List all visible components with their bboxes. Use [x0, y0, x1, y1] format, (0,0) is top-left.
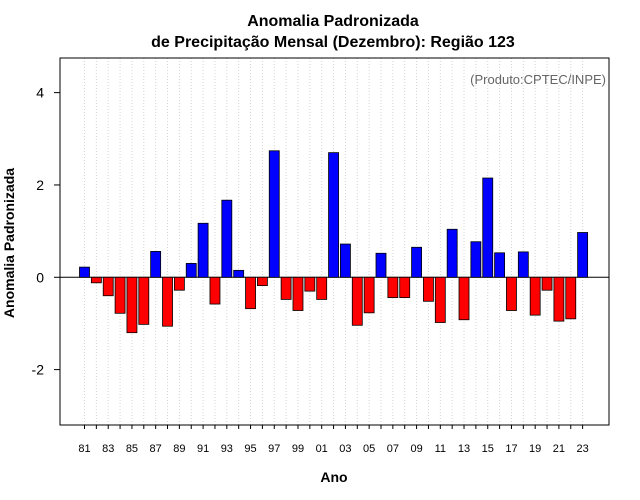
x-tick-label-89: 89	[173, 443, 185, 455]
bar-97	[268, 150, 280, 278]
bar-82	[90, 276, 102, 284]
x-tick-label-97: 97	[268, 443, 280, 455]
x-axis: 81 83 85 87 89 91 93 95 97 99 01 03 05 07 09 11 13 15 17 19…	[78, 425, 589, 455]
bar-83	[102, 276, 114, 297]
y-tick-label: 2	[36, 177, 44, 193]
x-tick-label-15: 15	[482, 443, 494, 455]
x-tick-label-03: 03	[339, 443, 351, 455]
x-tick-label-09: 09	[410, 443, 422, 455]
bar-23	[577, 232, 589, 278]
bar-03	[340, 243, 351, 278]
x-tick-label-87: 87	[150, 443, 162, 455]
bar-17	[506, 276, 517, 311]
bar-08	[399, 276, 411, 298]
x-tick-label-21: 21	[553, 443, 565, 455]
x-tick-label-11: 11	[435, 443, 446, 455]
bar-95	[245, 276, 256, 310]
bar-86	[138, 276, 150, 325]
x-tick-label-85: 85	[126, 443, 138, 455]
y-axis: -2 0 2 4	[32, 85, 60, 378]
x-tick-label-93: 93	[221, 443, 233, 455]
bar-81	[79, 266, 90, 278]
x-tick-label-17: 17	[505, 443, 517, 455]
y-axis-label: Anomalia Padronizada	[1, 168, 17, 318]
bar-90	[185, 263, 197, 278]
plot-area	[59, 57, 610, 426]
bar-14	[470, 241, 482, 278]
bar-16	[494, 252, 506, 278]
bar-15	[482, 177, 494, 278]
bar-84	[114, 276, 126, 314]
x-tick-label-05: 05	[363, 443, 375, 455]
bar-06	[375, 252, 387, 278]
bar-10	[423, 276, 434, 302]
bar-11	[434, 276, 446, 323]
x-tick-label-13: 13	[458, 443, 470, 455]
bar-07	[387, 276, 399, 298]
bar-96	[256, 276, 268, 286]
bar-09	[411, 246, 422, 278]
bar-91	[197, 222, 209, 278]
bar-01	[316, 276, 328, 300]
x-tick-label-19: 19	[529, 443, 541, 455]
x-tick-label-95: 95	[244, 443, 256, 455]
bar-13	[458, 276, 470, 321]
bar-20	[541, 276, 553, 291]
y-tick-label: -2	[32, 362, 45, 378]
chart-subtitle: de Precipitação Mensal (Dezembro): Regiã…	[151, 34, 515, 51]
bar-85	[126, 276, 138, 334]
x-tick-label-23: 23	[576, 443, 588, 455]
bar-87	[150, 251, 162, 278]
bar-22	[565, 276, 577, 320]
bar-02	[328, 152, 339, 278]
x-tick-label-81: 81	[78, 443, 90, 455]
bar-93	[221, 199, 233, 278]
x-tick-label-99: 99	[292, 443, 304, 455]
bar-05	[363, 276, 375, 314]
bar-00	[304, 276, 316, 292]
credit-label: (Produto:CPTEC/INPE)	[470, 72, 606, 87]
y-tick-label: 4	[36, 85, 44, 101]
x-tick-label-91: 91	[197, 443, 209, 455]
bar-99	[292, 276, 304, 311]
x-tick-label-07: 07	[387, 443, 399, 455]
y-tick-label: 0	[36, 269, 44, 285]
bar-18	[517, 251, 529, 278]
bar-89	[173, 276, 185, 291]
x-tick-label-83: 83	[102, 443, 114, 455]
bar-92	[209, 276, 221, 305]
bars	[79, 150, 589, 334]
bar-88	[162, 276, 173, 327]
bar-19	[529, 276, 541, 316]
chart-title: Anomalia Padronizada	[247, 13, 419, 30]
bar-12	[446, 228, 458, 278]
x-tick-label-01: 01	[316, 443, 328, 455]
bar-21	[553, 276, 565, 322]
x-axis-label: Ano	[320, 469, 347, 485]
bar-04	[351, 276, 363, 326]
bar-94	[233, 269, 245, 278]
bar-98	[280, 276, 292, 300]
